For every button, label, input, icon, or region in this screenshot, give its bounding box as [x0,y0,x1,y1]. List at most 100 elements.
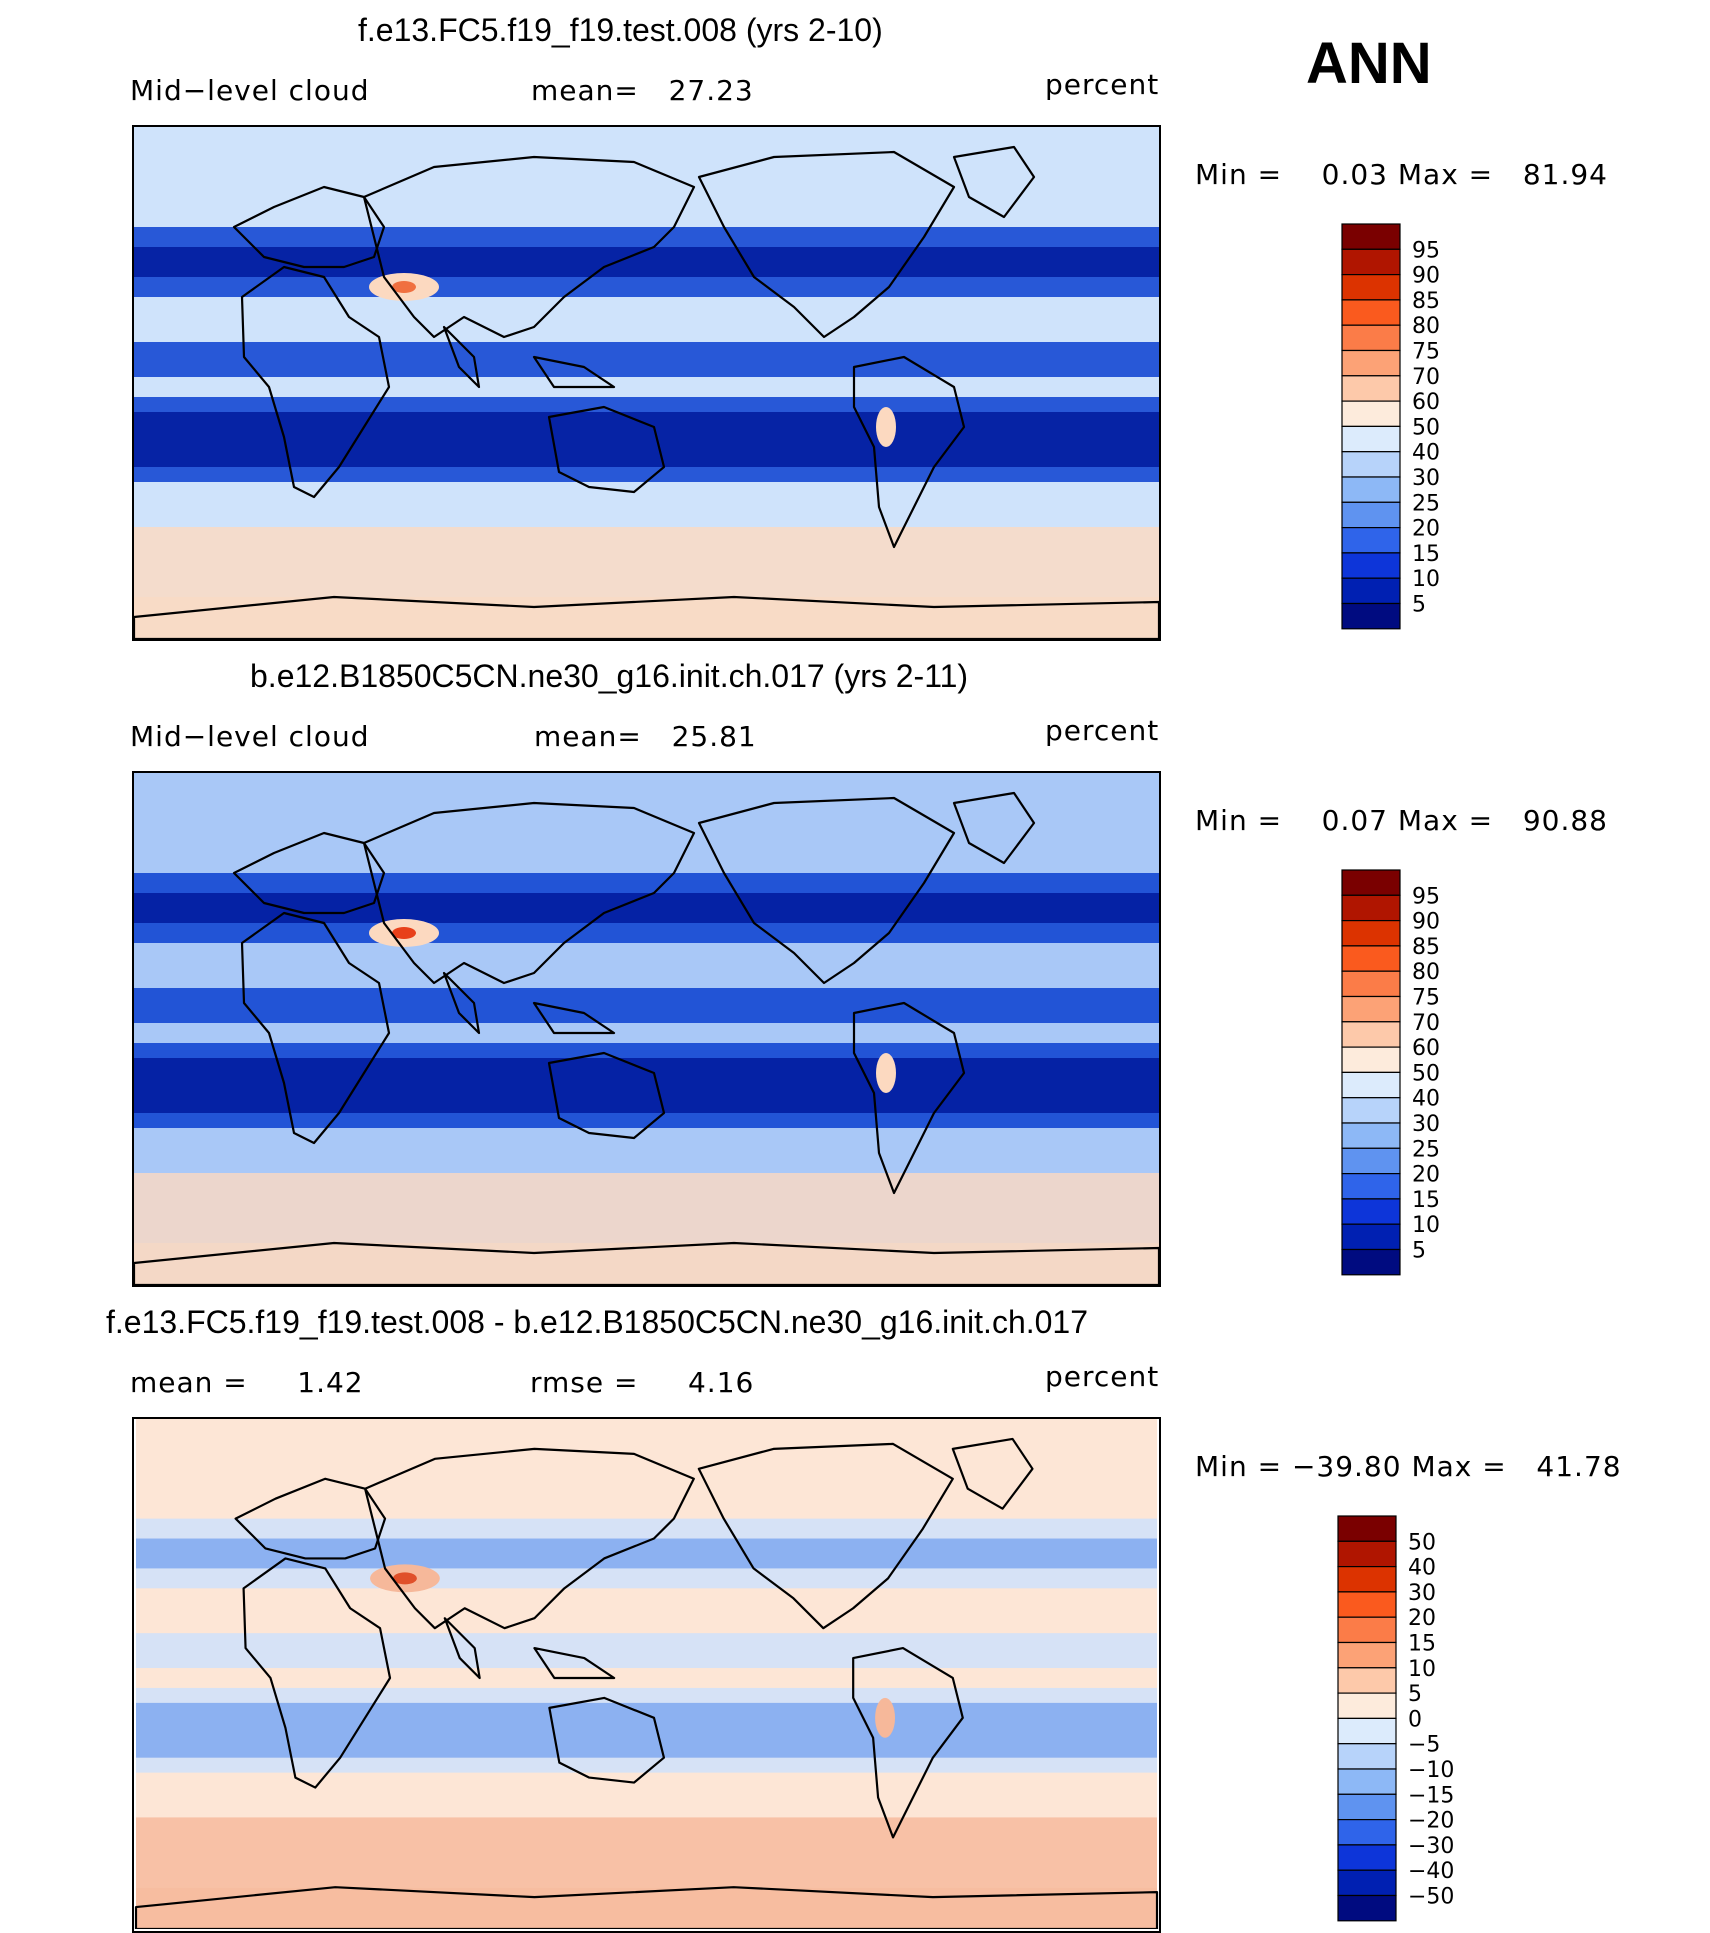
colorbar-box [1341,894,1401,922]
season-label: ANN [1306,31,1432,96]
coastline [952,791,1036,865]
colorbar-level-label: 25 [1412,491,1440,516]
colorbar-box [1341,945,1401,972]
cloud-band [136,1633,1157,1669]
panel2-units-label: percent [1045,714,1160,747]
coastline [697,150,956,339]
colorbar-box [1341,1147,1401,1175]
colorbar-level-label: 40 [1412,1087,1440,1112]
panel1-mean-label: mean= 27.23 [531,74,754,107]
panel2-mean-label: mean= 25.81 [534,720,757,753]
tibet-core [392,281,416,293]
colorbar-level-label: 15 [1412,1188,1440,1213]
colorbar-level-label: −10 [1408,1758,1454,1783]
colorbar-box [1337,1793,1397,1821]
colorbar-box [1337,1819,1397,1846]
colorbar-level-label: 5 [1412,1239,1426,1264]
panel2-colorbar: 95 90 85 80 75 70 60 50 40 30 25 20 15 10 5 [1341,869,1492,1276]
colorbar-level-label: 70 [1412,1011,1440,1036]
coastline [532,355,616,389]
colorbar-level-label: 60 [1412,390,1440,415]
colorbar-level-label: 40 [1412,441,1440,466]
coastline [242,1557,392,1789]
panel3-colorbar: 50 40 30 20 15 10 5 0 −5 −10 −15 −20 −30 −40 −50 [1337,1515,1488,1922]
colorbar-level-label: 5 [1412,593,1426,618]
colorbar-box [1341,1223,1401,1251]
panel1-units-label: percent [1045,68,1160,101]
colorbar-level-label: 10 [1412,1213,1440,1238]
panel1-map [132,125,1161,641]
colorbar-level-label: 20 [1408,1606,1436,1631]
antarctic-field [134,597,1159,639]
colorbar-box [1341,476,1401,503]
coastline [547,1051,666,1140]
panel1-minmax: Min = 0.03 Max = 81.94 [1195,158,1608,191]
tibet-core [392,1572,417,1585]
polar-field [134,527,1159,597]
colorbar-level-label: −15 [1408,1783,1454,1808]
colorbar-level-label: 50 [1408,1530,1436,1555]
colorbar-level-label: 15 [1408,1632,1436,1657]
cloud-band [136,1702,1157,1758]
coastline [852,355,966,549]
colorbar-level-label: 40 [1408,1556,1436,1581]
colorbar-box [1341,299,1401,326]
colorbar-level-label: 85 [1412,289,1440,314]
colorbar-level-label: 5 [1408,1682,1422,1707]
colorbar-level-label: 25 [1412,1137,1440,1162]
cloud-band [134,988,1159,1023]
colorbar-box [1337,1692,1397,1720]
coastline [442,325,481,389]
coastline [547,405,666,494]
colorbar-level-label: −20 [1408,1809,1454,1834]
colorbar-box [1341,527,1401,554]
panel2-map [132,771,1161,1287]
tibet-core [392,927,416,939]
colorbar-box [1341,1122,1401,1149]
coastline [548,1696,666,1784]
colorbar-level-label: −5 [1408,1733,1440,1758]
panel3-minmax: Min = −39.80 Max = 41.78 [1195,1450,1622,1483]
coastline [532,1001,616,1035]
colorbar-level-label: 10 [1412,567,1440,592]
andes-maximum [876,1053,896,1093]
coastline [852,1647,964,1839]
colorbar-level-label: 75 [1412,986,1440,1011]
colorbar-box [1341,248,1401,276]
panel1-colorbar: 95 90 85 80 75 70 60 50 40 30 25 20 15 10 5 [1341,223,1492,630]
coastline [240,265,391,499]
colorbar-box [1337,1641,1397,1669]
colorbar-box [1341,223,1401,250]
colorbar-box [1341,425,1401,453]
colorbar-level-label: 50 [1412,1061,1440,1086]
colorbar-box [1337,1869,1397,1897]
colorbar-level-label: 95 [1412,884,1440,909]
colorbar-box [1341,349,1401,377]
andes-maximum [875,1697,896,1738]
colorbar-box [1341,552,1401,579]
colorbar-box [1341,273,1401,301]
coastline [362,801,696,985]
colorbar-box [1337,1591,1397,1618]
coastline [134,1886,1159,1929]
colorbar-level-label: 20 [1412,1163,1440,1188]
colorbar-level-label: 85 [1412,935,1440,960]
colorbar-box [1341,1046,1401,1074]
panel2-minmax: Min = 0.07 Max = 90.88 [1195,804,1608,837]
colorbar-box [1337,1616,1397,1644]
colorbar-box [1341,1021,1401,1048]
cloud-band [134,342,1159,377]
panel2-variable-label: Mid−level cloud [130,720,370,753]
panel3-units-label: percent [1045,1360,1160,1393]
polar-field [136,1817,1157,1888]
colorbar-box [1341,501,1401,529]
andes-maximum [876,407,896,447]
colorbar-level-label: 80 [1412,960,1440,985]
colorbar-box [1337,1667,1397,1694]
colorbar-level-label: 70 [1412,365,1440,390]
colorbar-box [1341,1173,1401,1200]
coastline [134,1241,1159,1285]
coastline [364,1447,695,1630]
colorbar-level-label: 30 [1408,1581,1436,1606]
panel3-map [132,1417,1161,1933]
